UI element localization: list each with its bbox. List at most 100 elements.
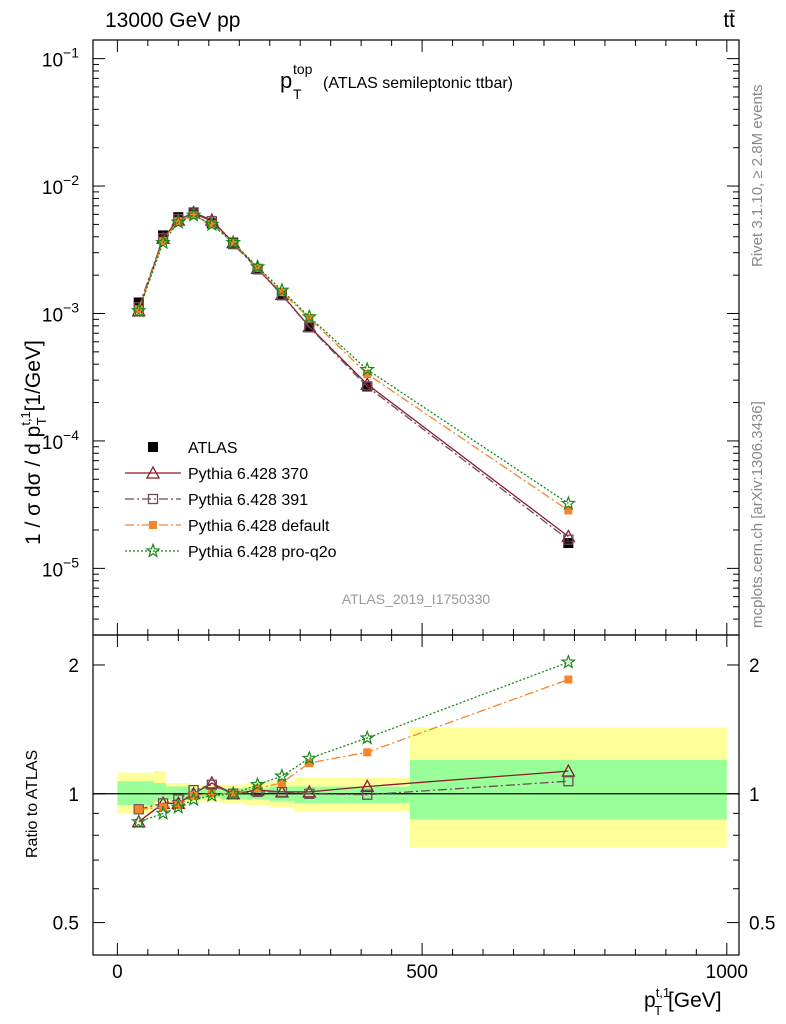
ratio-uncertainty-bands	[117, 727, 727, 848]
data-point	[170, 213, 187, 229]
ratio-data-point	[301, 750, 318, 766]
main-y-tick-label: 10−5	[42, 554, 79, 581]
data-point	[362, 381, 373, 392]
legend-label: ATLAS	[188, 440, 238, 457]
main-series-layer	[130, 205, 577, 549]
data-point	[360, 376, 375, 390]
ratio-data-point	[134, 805, 143, 814]
data-point	[301, 308, 318, 324]
ratio-data-point	[560, 653, 577, 669]
uncertainty-band-inner	[190, 788, 221, 798]
ratio-series-pythia-6-428-pro-q2o	[130, 653, 577, 829]
series-pythia-6-428-pro-q2o	[130, 207, 577, 511]
ratio-data-point	[249, 776, 266, 792]
data-point	[363, 370, 372, 379]
legend-label: Pythia 6.428 370	[188, 466, 308, 483]
ratio-data-point	[277, 778, 286, 787]
legend-marker	[148, 442, 158, 452]
ratio-data-point	[564, 675, 573, 684]
legend-entry: Pythia 6.428 370	[125, 465, 308, 483]
ratio-data-point	[360, 779, 375, 793]
main-y-axis-label: 1 / σ dσ / d pt,1T [1/GeV]	[18, 340, 49, 545]
data-point	[155, 234, 171, 250]
x-tick-label: 500	[406, 962, 438, 983]
legend-label: Pythia 6.428 391	[188, 492, 308, 509]
data-point	[204, 216, 220, 232]
ratio-y-tick-label-left: 1	[68, 785, 79, 806]
legend-label: Pythia 6.428 default	[188, 518, 330, 535]
legend-entry: Pythia 6.428 391	[125, 492, 308, 509]
legend-entry: Pythia 6.428 default	[125, 518, 330, 535]
data-point	[563, 538, 574, 549]
data-point	[564, 506, 573, 515]
data-point	[229, 238, 238, 247]
rivet-version-label: Rivet 3.1.10, ≥ 2.8M events	[749, 85, 766, 268]
data-point	[189, 211, 198, 220]
ratio-data-point	[302, 784, 317, 798]
data-point	[207, 220, 216, 229]
uncertainty-band-inner	[409, 759, 727, 820]
ratio-data-point	[185, 791, 202, 807]
data-point	[304, 322, 315, 333]
ratio-data-point	[229, 789, 238, 798]
main-y-tick-label: 10−3	[42, 299, 79, 326]
ratio-data-point	[207, 789, 216, 798]
series-line	[138, 211, 569, 538]
ratio-data-point	[204, 787, 220, 803]
data-point	[253, 263, 262, 272]
ratio-data-point	[253, 784, 262, 793]
x-tick-label: 0	[112, 962, 123, 983]
main-axis-ticks: 10−5 10−4 10−3 10−2 10−1	[42, 40, 739, 636]
x-tick-label: 1000	[706, 962, 748, 983]
main-panel: 10−5 10−4 10−3 10−2 10−1	[42, 39, 740, 636]
ratio-y-tick-label-right: 0.5	[749, 914, 775, 935]
mcplots-label: mcplots.cern.ch [arXiv:1306.3436]	[749, 401, 766, 628]
plot-title-symbol: p	[280, 68, 292, 93]
ratio-data-point	[130, 813, 147, 829]
series-line	[138, 212, 569, 541]
legend-entry: ATLAS	[148, 440, 238, 457]
legend-marker	[145, 465, 161, 479]
main-y-axis-label-text: 1 / σ dσ / d pt,1T [1/GeV]	[18, 340, 49, 545]
ratio-data-point	[274, 767, 290, 783]
ratio-data-point	[363, 748, 372, 757]
ratio-data-point	[362, 789, 373, 800]
ratio-y-tick-label-right: 2	[749, 656, 760, 677]
data-point	[561, 529, 576, 543]
series-line	[138, 214, 569, 511]
data-point	[359, 361, 376, 377]
ratio-data-point	[189, 791, 198, 800]
data-point	[185, 207, 202, 222]
legend: ATLAS Pythia 6.428 370 Pythia 6.428 391 Pyt…	[125, 440, 337, 561]
x-axis-label-text: pt,1 T [GeV]	[644, 985, 722, 1018]
ratio-series-line	[138, 661, 569, 823]
ratio-data-point	[170, 799, 187, 814]
ratio-data-point	[359, 729, 376, 745]
x-axis-label: pt,1 T [GeV]	[644, 985, 722, 1018]
legend-marker	[145, 542, 161, 558]
ratio-data-point	[305, 759, 314, 768]
plot-title-superscript: top	[293, 61, 313, 77]
data-point	[305, 314, 314, 323]
plot-title-text: (ATLAS semileptonic ttbar)	[323, 75, 513, 92]
process-label: tt̄	[723, 9, 735, 32]
ratio-y-tick-label-left: 2	[68, 656, 79, 677]
data-point	[274, 282, 290, 297]
legend-entry: Pythia 6.428 pro-q2o	[125, 542, 337, 561]
data-point	[130, 302, 147, 318]
data-point	[277, 288, 286, 297]
plot-title-subscript: T	[293, 86, 302, 102]
main-y-tick-label: 10−1	[42, 45, 79, 72]
legend-marker	[149, 521, 157, 529]
main-y-tick-label: 10−4	[42, 427, 79, 454]
data-point	[174, 217, 183, 226]
ratio-panel-frame	[92, 634, 740, 956]
ratio-y-axis-label: Ratio to ATLAS	[24, 750, 41, 858]
main-y-tick-label: 10−2	[42, 172, 79, 199]
data-point	[159, 237, 168, 246]
data-point	[225, 234, 242, 250]
ratio-panel: 0.5 0.5 1 1 2 2 0 500 1000	[53, 634, 775, 983]
plot-title: p top T (ATLAS semileptonic ttbar)	[280, 61, 513, 102]
ratio-data-point	[276, 786, 288, 798]
